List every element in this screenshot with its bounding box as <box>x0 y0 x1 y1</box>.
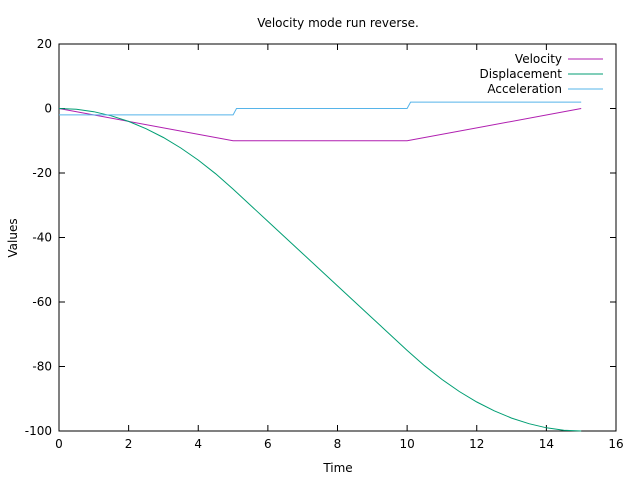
y-tick-label: -40 <box>32 231 52 245</box>
x-tick-label: 0 <box>55 437 63 451</box>
series-line-velocity <box>58 108 582 142</box>
y-tick-label: -20 <box>32 166 52 180</box>
axis-ticks: 0 2 4 6 8 10 12 14 16 20 0 -20 -40 -60 -80 -100 <box>25 37 624 451</box>
x-tick-label: 16 <box>608 437 623 451</box>
y-tick-label: -60 <box>32 295 52 309</box>
x-tick-label: 8 <box>334 437 342 451</box>
y-tick-label: 0 <box>44 102 52 116</box>
chart-title: Velocity mode run reverse. <box>257 16 419 30</box>
legend-label-velocity: Velocity <box>515 52 562 66</box>
x-tick-label: 4 <box>194 437 202 451</box>
y-tick-label: 20 <box>37 37 52 51</box>
x-tick-label: 12 <box>469 437 484 451</box>
series-layer <box>58 101 582 432</box>
series-line-acceleration <box>59 101 582 116</box>
x-tick-label: 2 <box>125 437 133 451</box>
y-tick-label: -100 <box>25 424 52 438</box>
x-tick-label: 14 <box>539 437 554 451</box>
y-axis-label: Values <box>6 218 20 257</box>
x-tick-label: 10 <box>399 437 414 451</box>
legend-label-displacement: Displacement <box>480 67 563 81</box>
x-tick-label: 6 <box>264 437 272 451</box>
x-axis-label: Time <box>322 461 352 475</box>
y-tick-label: -80 <box>32 360 52 374</box>
legend-label-acceleration: Acceleration <box>487 82 562 96</box>
series-line-displacement <box>58 108 582 432</box>
